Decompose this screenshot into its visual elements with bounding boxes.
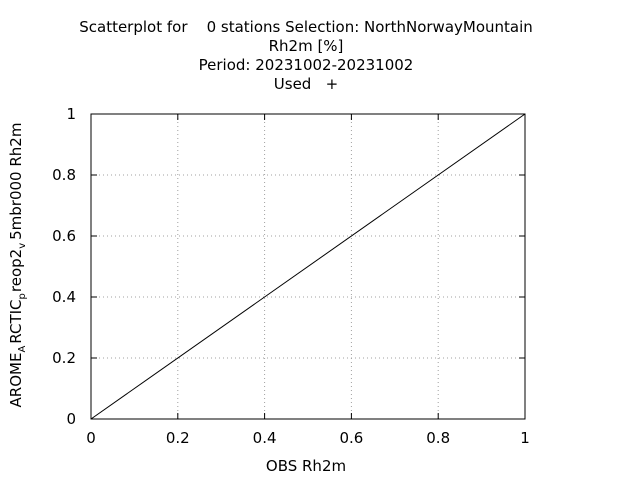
x-tick-label: 0.2 (166, 429, 190, 447)
x-tick-labels: 0 0.2 0.4 0.6 0.8 1 (86, 429, 530, 447)
plot-frame (90, 113, 526, 420)
y-tick-label: 0 (66, 410, 76, 428)
x-tick-label: 0.8 (426, 429, 450, 447)
y-tick-label: 0.2 (52, 349, 76, 367)
x-tick-label: 1 (520, 429, 530, 447)
y-label-sub-1: A (17, 346, 28, 353)
y-tick-label: 0.4 (52, 288, 76, 306)
y-tick-labels: 0 0.2 0.4 0.6 0.8 1 (52, 105, 76, 428)
grid (91, 114, 525, 419)
y-label-sub-2: p (17, 293, 28, 299)
y-tick-label: 0.6 (52, 227, 76, 245)
chart-title: Scatterplot for 0 stations Selection: No… (79, 18, 533, 93)
y-label-sub-3: v (17, 243, 28, 249)
x-axis-label: OBS Rh2m (266, 457, 346, 475)
reference-line (90, 113, 526, 420)
y-axis-label: AROMEA RCTICpreop2v 5mbr000 Rh2m (7, 123, 28, 408)
y-tick-label: 1 (66, 105, 76, 123)
y-label-part-1: AROME (7, 353, 25, 408)
y-label-part-4: 5mbr000 Rh2m (7, 123, 25, 240)
y-label-part-2: RCTIC (7, 299, 25, 343)
y-tick-label: 0.8 (52, 166, 76, 184)
y-label-part-3: reop2 (7, 249, 25, 292)
title-line-1: Scatterplot for 0 stations Selection: No… (79, 18, 533, 36)
tick-marks (90, 113, 526, 420)
title-line-4: Used + (274, 75, 338, 93)
title-line-2: Rh2m [%] (269, 37, 344, 55)
x-tick-label: 0.4 (253, 429, 277, 447)
x-tick-label: 0 (86, 429, 96, 447)
x-tick-label: 0.6 (339, 429, 363, 447)
title-line-3: Period: 20231002-20231002 (199, 56, 414, 74)
